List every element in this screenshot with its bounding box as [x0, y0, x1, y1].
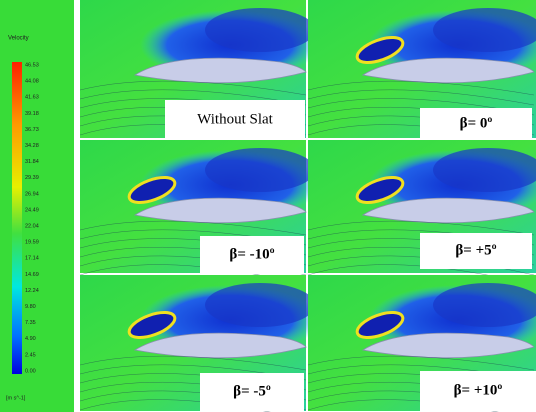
legend-tick-label: 4.90	[25, 336, 36, 342]
panel: β= +5º	[308, 140, 536, 285]
panel: β= 0º	[308, 0, 536, 145]
legend-unit: [m s^-1]	[6, 395, 26, 401]
legend-tick-label: 0.00	[25, 368, 36, 374]
legend-tick-label: 12.24	[25, 288, 39, 294]
legend-tick-label: 14.69	[25, 272, 39, 278]
legend-tick-label: 7.35	[25, 320, 36, 326]
legend-tick-label: 29.39	[25, 175, 39, 181]
panel-label: β= -10º	[229, 246, 274, 262]
legend-title: Velocity	[8, 36, 29, 42]
legend-tick-label: 19.59	[25, 240, 39, 246]
legend-tick-label: 26.94	[25, 191, 39, 197]
legend-tick-label: 41.63	[25, 95, 39, 101]
panel-label: β= 0º	[460, 115, 493, 131]
figure: Velocity [m s^-1] 46.53 44.08 41.63 39.18 36…	[0, 0, 536, 412]
legend-tick-label: 36.73	[25, 127, 39, 133]
legend-tick-label: 22.04	[25, 224, 39, 230]
legend-tick-label: 31.84	[25, 159, 39, 165]
panel-label: β= +5º	[455, 242, 496, 258]
legend-tick-label: 9.80	[25, 304, 36, 310]
panel: Without Slat	[80, 0, 320, 145]
legend-tick-label: 2.45	[25, 352, 36, 358]
legend-tick-label: 44.08	[25, 79, 39, 85]
wake-region	[205, 8, 315, 52]
panel: β= +10º	[308, 275, 536, 412]
legend-tick-label: 39.18	[25, 111, 39, 117]
legend-tick-label: 24.49	[25, 207, 39, 213]
wake-region	[205, 283, 315, 327]
color-bar	[12, 62, 22, 374]
panel: β= -10º	[80, 140, 320, 285]
legend-tick-label: 46.53	[25, 62, 39, 68]
legend-tick-label: 17.14	[25, 256, 39, 262]
panel: β= -5º	[80, 275, 320, 412]
panel-label: Without Slat	[197, 111, 273, 127]
panel-label: β= -5º	[233, 383, 271, 399]
legend-tick-label: 34.28	[25, 143, 39, 149]
wake-region	[205, 148, 315, 192]
panel-label: β= +10º	[454, 382, 503, 398]
